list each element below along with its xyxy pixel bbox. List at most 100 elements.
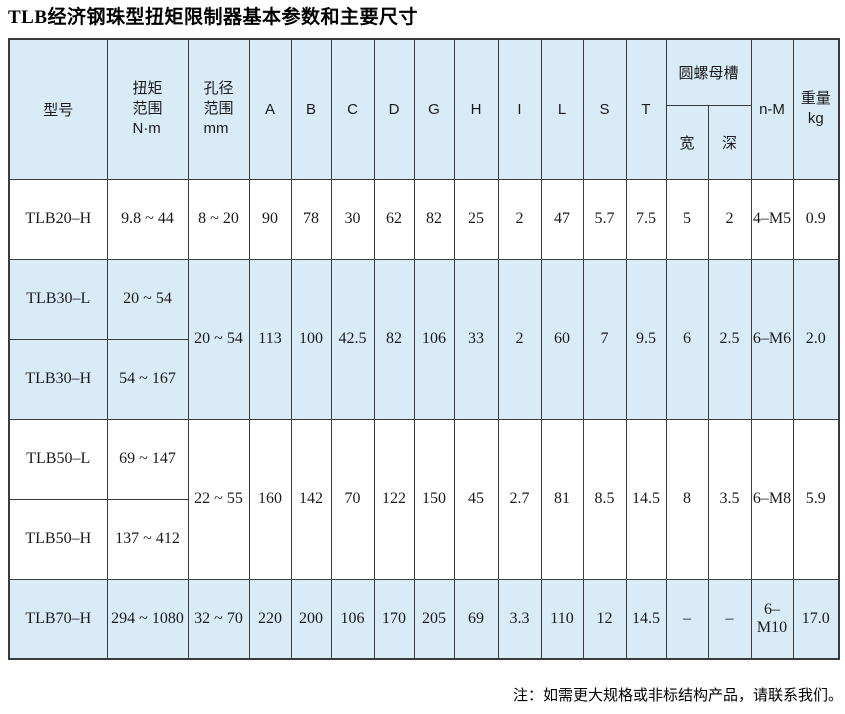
cell-torque: 20 ~ 54: [106, 258, 189, 340]
cell-torque: 137 ~ 412: [106, 498, 189, 580]
cell-torque: 69 ~ 147: [106, 418, 189, 500]
cell-g: 150: [413, 418, 455, 580]
cell-l: 110: [540, 578, 584, 660]
cell-s: 7: [582, 258, 627, 420]
cell-model: TLB30–L: [8, 258, 108, 340]
cell-weight: 2.0: [792, 258, 840, 420]
page-title: TLB经济钢珠型扭矩限制器基本参数和主要尺寸: [8, 7, 419, 28]
header-nut-width: 宽: [665, 104, 709, 180]
table-row-tlb50h: TLB50–H 137 ~ 412: [8, 498, 839, 580]
header-dim-a: A: [248, 38, 292, 180]
cell-i: 2: [497, 258, 542, 420]
cell-nut-width: 8: [665, 418, 709, 580]
cell-bore: 32 ~ 70: [187, 578, 250, 660]
header-weight: 重量 kg: [792, 38, 840, 180]
cell-g: 82: [413, 178, 455, 260]
cell-nut-depth: 2: [707, 178, 752, 260]
cell-torque: 54 ~ 167: [106, 338, 189, 420]
header-dim-d: D: [373, 38, 415, 180]
header-dim-g: G: [413, 38, 455, 180]
header-bore-text: 孔径 范围 mm: [203, 79, 234, 138]
cell-nm: 4–M5: [750, 178, 794, 260]
header-bore-range: 孔径 范围 mm: [187, 38, 250, 180]
cell-a: 113: [248, 258, 292, 420]
cell-i: 3.3: [497, 578, 542, 660]
header-weight-text: 重量 kg: [800, 90, 831, 128]
cell-nut-width: 6: [665, 258, 709, 420]
cell-d: 82: [373, 258, 415, 420]
cell-a: 220: [248, 578, 292, 660]
cell-nut-depth: 2.5: [707, 258, 752, 420]
cell-weight: 0.9: [792, 178, 840, 260]
cell-nut-depth: –: [707, 578, 752, 660]
cell-bore: 20 ~ 54: [187, 258, 250, 420]
cell-nm: 6–M10: [750, 578, 794, 660]
header-dim-l: L: [540, 38, 584, 180]
cell-weight: 5.9: [792, 418, 840, 580]
table-row-tlb20h: TLB20–H 9.8 ~ 44 8 ~ 20 90 78 30 62 82 2…: [8, 178, 840, 260]
footnote: 注：如需更大规格或非标结构产品，请联系我们。: [512, 688, 843, 704]
cell-i: 2: [497, 178, 542, 260]
table-row-tlb50l: TLB50–L 69 ~ 147 22 ~ 55 160 142 70 122 …: [8, 418, 840, 580]
header-nut-groove: 圆螺母槽: [665, 38, 752, 106]
cell-h: 25: [453, 178, 499, 260]
header-dim-t: T: [625, 38, 667, 180]
cell-torque: 9.8 ~ 44: [106, 178, 189, 260]
cell-t: 7.5: [625, 178, 667, 260]
header-nut-depth: 深: [707, 104, 752, 180]
cell-model: TLB20–H: [8, 178, 108, 260]
cell-d: 62: [373, 178, 415, 260]
cell-b: 200: [290, 578, 332, 660]
header-model: 型号: [8, 38, 108, 180]
cell-b: 142: [290, 418, 332, 580]
cell-s: 8.5: [582, 418, 627, 580]
cell-s: 5.7: [582, 178, 627, 260]
cell-nut-width: 5: [665, 178, 709, 260]
header-torque-range: 扭矩 范围 N·m: [106, 38, 189, 180]
cell-nut-width: –: [665, 578, 709, 660]
cell-h: 45: [453, 418, 499, 580]
header-dim-i: I: [497, 38, 542, 180]
cell-t: 9.5: [625, 258, 667, 420]
cell-torque: 294 ~ 1080: [106, 578, 189, 660]
cell-bore: 8 ~ 20: [187, 178, 250, 260]
header-dim-b: B: [290, 38, 332, 180]
cell-model: TLB70–H: [8, 578, 108, 660]
header-dim-h: H: [453, 38, 499, 180]
table-row-tlb30h: TLB30–H 54 ~ 167: [8, 338, 839, 420]
cell-a: 90: [248, 178, 292, 260]
cell-d: 122: [373, 418, 415, 580]
table-row-tlb70h: TLB70–H 294 ~ 1080 32 ~ 70 220 200 106 1…: [8, 578, 840, 660]
spec-table: 型号 扭矩 范围 N·m 孔径 范围 mm A B C D G H I L S …: [8, 38, 841, 660]
cell-weight: 17.0: [792, 578, 840, 660]
cell-c: 30: [330, 178, 375, 260]
cell-model: TLB30–H: [8, 338, 108, 420]
cell-l: 81: [540, 418, 584, 580]
cell-g: 106: [413, 258, 455, 420]
cell-t: 14.5: [625, 418, 667, 580]
cell-nm: 6–M8: [750, 418, 794, 580]
cell-h: 33: [453, 258, 499, 420]
cell-b: 100: [290, 258, 332, 420]
cell-b: 78: [290, 178, 332, 260]
cell-s: 12: [582, 578, 627, 660]
cell-model: TLB50–H: [8, 498, 108, 580]
cell-bore: 22 ~ 55: [187, 418, 250, 580]
cell-g: 205: [413, 578, 455, 660]
cell-nm: 6–M6: [750, 258, 794, 420]
header-nm: n-M: [750, 38, 794, 180]
cell-model: TLB50–L: [8, 418, 108, 500]
table-row-tlb30l: TLB30–L 20 ~ 54 20 ~ 54 113 100 42.5 82 …: [8, 258, 840, 420]
cell-l: 60: [540, 258, 584, 420]
cell-c: 106: [330, 578, 375, 660]
header-torque-text: 扭矩 范围 N·m: [132, 79, 163, 138]
header-dim-s: S: [582, 38, 627, 180]
cell-t: 14.5: [625, 578, 667, 660]
cell-i: 2.7: [497, 418, 542, 580]
cell-d: 170: [373, 578, 415, 660]
cell-h: 69: [453, 578, 499, 660]
cell-nut-depth: 3.5: [707, 418, 752, 580]
cell-a: 160: [248, 418, 292, 580]
cell-l: 47: [540, 178, 584, 260]
cell-c: 42.5: [330, 258, 375, 420]
